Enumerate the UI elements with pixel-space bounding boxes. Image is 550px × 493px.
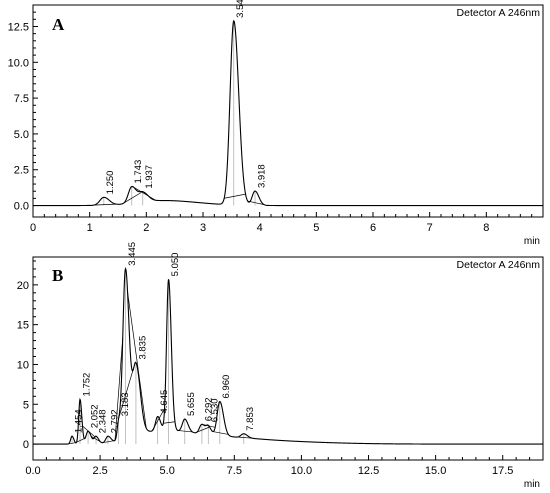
panel-a-peak-label: 3.543 [235,0,246,18]
panel-b-peak-label: 6.530 [210,398,221,422]
panel-a-y-tick-label: 2.5 [14,165,29,177]
panel-a-peak-label: 1.743 [133,160,144,184]
panel-b-peak-label: 5.655 [186,392,197,416]
panel-b-y-tick-label: 5 [23,399,29,411]
panel-a-x-tick-label: 1 [87,222,93,234]
panel-b-x-unit: min [524,479,540,490]
panel-a-detector-label: Detector A 246nm [457,7,541,19]
panel-a-integration-baseline [224,193,246,199]
panel-a-y-tick-label: 10.0 [8,57,29,69]
panel-a-x-tick-label: 3 [200,222,206,234]
panel-a-x-tick-label: 2 [143,222,149,234]
panel-b-integration-baseline [82,425,96,438]
panel-b-x-tick-label: 2.5 [92,465,107,477]
panel-a-chromatogram-trace [33,19,543,207]
panel-b-x-tick-label: 7.5 [227,465,242,477]
panel-b-x-tick-label: 12.5 [358,465,379,477]
panel-a-x-unit: min [524,236,540,247]
panel-b-y-tick-label: 15 [17,320,29,332]
panel-a-x-tick-label: 6 [370,222,376,234]
panel-a-y-tick-label: 7.5 [14,93,29,105]
panel-b-peak-label: 2.348 [97,409,108,433]
panel-b-peak-label: 3.835 [137,336,148,360]
panel-b-integration-baseline [114,337,124,441]
chromatogram-panel-b: B Detector A 246nm min 0.0 2.5 5.0 7.5 10.0 1… [17,242,544,490]
panel-b-letter: B [52,266,63,285]
panel-a-x-tick-label: 4 [257,222,263,234]
panel-b-peak-label: 2.052 [89,404,100,428]
panel-b-integration-baseline [212,431,229,435]
panel-a-x-tick-label: 5 [313,222,319,234]
panel-b-peak-label: 1.752 [81,373,92,397]
chromatogram-panel-a: A Detector A 246nm min 0 1 2 3 4 5 6 7 8 0.0 2.5 5.… [8,0,544,247]
panel-a-integration-baseline [247,200,265,205]
panel-b-integration-baseline [163,421,176,424]
panel-b-peak-label: 5.050 [170,253,181,277]
panel-b-integration-baseline [68,442,77,445]
panel-a-y-tick-label: 0.0 [14,201,29,213]
panel-b-peak-label: 6.960 [221,375,232,399]
panel-a-integration-baseline [93,203,117,206]
panel-b-x-tick-label: 17.5 [492,465,513,477]
panel-b-integration-baseline [127,292,147,429]
panel-a-x-tick-label: 0 [30,222,36,234]
panel-b-integration-baseline [202,424,216,428]
panel-b-peak-label: 3.445 [127,242,138,266]
panel-b-peak-label: 4.645 [159,390,170,414]
panel-a-integration-baseline [132,186,156,201]
panel-b-peak-label: 1.454 [73,409,84,433]
panel-b-x-tick-label: 5.0 [160,465,175,477]
panel-b-integration-baseline [151,408,165,431]
panel-b-y-tick-label: 20 [17,280,29,292]
panel-a-y-tick-label: 5.0 [14,129,29,141]
panel-a-x-tick-label: 7 [427,222,433,234]
panel-b-peak-label: 2.792 [109,409,120,433]
panel-b-detector-label: Detector A 246nm [457,259,541,271]
panel-b-integration-baseline [236,436,253,439]
panel-b-integration-baseline [102,440,115,444]
panel-a-letter: A [52,15,65,34]
panel-b-chromatogram-trace [33,267,543,445]
panel-b-integration-baseline [76,438,85,443]
panel-a-peak-label: 1.250 [105,171,116,195]
panel-a-integration-baseline [122,191,143,204]
panel-b-integration-baseline [90,435,103,443]
panel-b-y-tick-label: 10 [17,359,29,371]
panel-a-frame [32,4,544,218]
panel-b-peak-label: 6.292 [203,397,214,421]
panel-b-x-tick-label: 0.0 [25,465,40,477]
panel-a-peak-label: 3.918 [256,164,267,188]
panel-b-x-tick-label: 10.0 [291,465,312,477]
panel-a-y-tick-label: 12.5 [8,21,29,33]
panel-b-integration-baseline [118,366,135,419]
panel-b-integration-baseline [178,430,193,433]
panel-b-integration-baseline [195,426,210,434]
panel-a-peak-label: 1.937 [144,165,155,189]
panel-b-peak-label: 3.183 [120,392,131,416]
panel-b-x-tick-label: 15.0 [425,465,446,477]
panel-b-peak-label: 7.853 [245,407,256,431]
panel-b-y-tick-label: 0 [23,439,29,451]
panel-a-x-tick-label: 8 [483,222,489,234]
